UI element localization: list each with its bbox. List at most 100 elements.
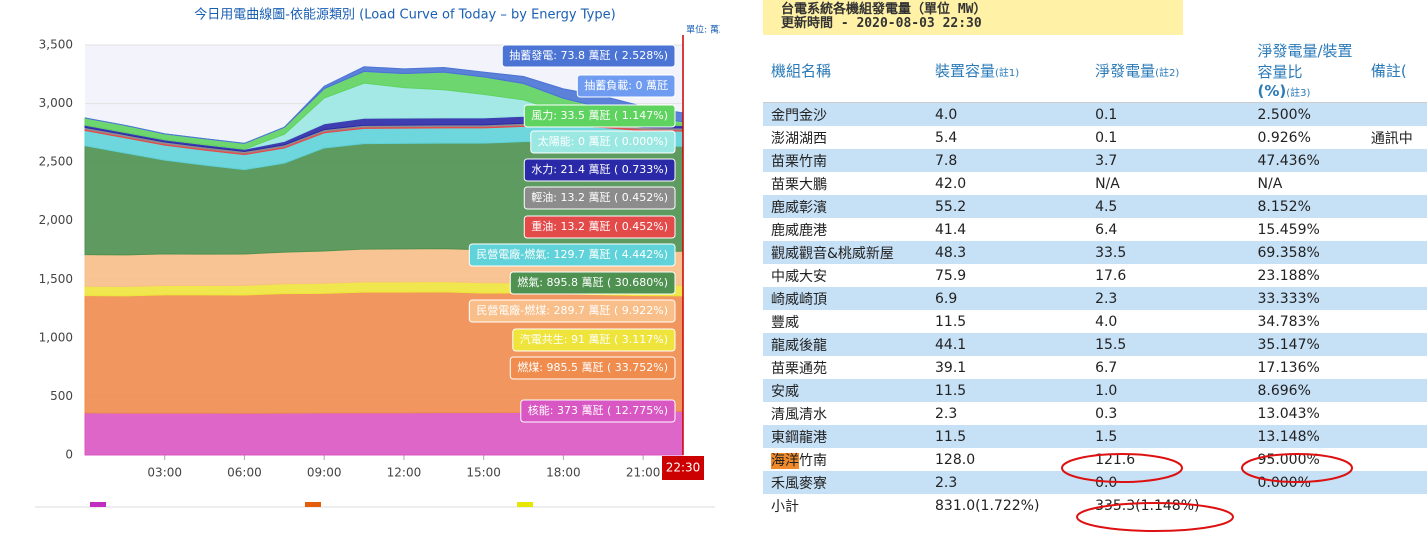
value-label-box xyxy=(468,243,676,267)
table-cell: 39.1 xyxy=(935,359,967,376)
table-cell: 苗栗大鵬 xyxy=(771,176,827,193)
value-label-box xyxy=(523,104,676,128)
table-cell: 35.147% xyxy=(1249,333,1363,356)
y-tick-label: 0 xyxy=(65,448,73,462)
y-tick-label: 3,000 xyxy=(39,96,73,110)
table-cell: 2.500% xyxy=(1249,102,1363,126)
table-cell: 8.152% xyxy=(1249,195,1363,218)
table-cell: 128.0 xyxy=(935,451,976,468)
table-cell: 3.7 xyxy=(1087,149,1250,172)
value-label: 燃氣: 895.8 萬瓩 ( 30.680%) xyxy=(517,275,668,289)
table-cell: 豐威 xyxy=(771,314,799,331)
table-cell: 15.5 xyxy=(1087,333,1250,356)
column-title: 淨發電量/裝置容量比 xyxy=(1257,42,1353,81)
table-cell: 中威大安 xyxy=(771,268,827,285)
table-cell: 鹿威彰濱 xyxy=(763,195,928,218)
table-cell: 335.3(1.148%) xyxy=(1095,497,1200,514)
table-cell xyxy=(1362,241,1427,264)
table-cell: 41.4 xyxy=(935,221,967,238)
value-label-box xyxy=(523,215,676,239)
table-row: 東鋼龍港 11.5 1.5 13.148% xyxy=(763,425,1427,448)
value-label: 抽蓄發電: 73.8 萬瓩 ( 2.528%) xyxy=(509,48,668,62)
table-cell: 55.2 xyxy=(927,195,1088,218)
table-cell: 17.136% xyxy=(1257,359,1320,376)
table-cell: 17.6 xyxy=(1095,267,1127,284)
table-row: 苗栗通苑 39.1 6.7 17.136% xyxy=(763,356,1427,379)
table-cell: 831.0(1.722%) xyxy=(935,497,1040,514)
table-cell xyxy=(1362,287,1427,310)
x-tick-label: 12:00 xyxy=(387,466,422,480)
chart-title: 今日用電曲線圖-依能源類別 (Load Curve of Today – by … xyxy=(194,7,615,23)
table-cell: 13.043% xyxy=(1257,405,1320,422)
value-label-box xyxy=(523,158,676,182)
table-cell: 8.696% xyxy=(1249,379,1363,402)
column-title: 備註( xyxy=(1370,61,1407,80)
table-row: 崎威崎頂 6.9 2.3 33.333% xyxy=(763,287,1427,310)
legend-swatch xyxy=(90,502,106,507)
table-cell: 小計 xyxy=(771,498,799,515)
value-label-box xyxy=(512,328,676,352)
table-cell: 33.5 xyxy=(1087,241,1250,264)
value-label-box xyxy=(520,399,676,423)
value-label-box xyxy=(501,44,676,68)
table-title-box: 台電系統各機組發電量（單位 MW） 更新時間 - 2020-08-03 22:3… xyxy=(763,0,1183,35)
table-cell: 23.188% xyxy=(1257,267,1320,284)
table-cell: 澎湖湖西 xyxy=(771,130,827,147)
value-label-box xyxy=(509,356,676,380)
table-cell xyxy=(1362,379,1427,402)
table-cell: 鹿威鹿港 xyxy=(771,222,827,239)
column-note: (註2) xyxy=(1155,67,1180,79)
value-label: 民營電廠-燃煤: 289.7 萬瓩 ( 9.922%) xyxy=(476,303,668,317)
table-cell: 苗栗竹南 xyxy=(763,149,928,172)
chart: 今日用電曲線圖-依能源類別 (Load Curve of Today – by … xyxy=(35,6,720,508)
table-cell: 44.1 xyxy=(927,333,1088,356)
x-tick-label: 03:00 xyxy=(147,466,182,480)
value-label-box xyxy=(576,74,676,98)
table-cell: 5.4 xyxy=(935,129,958,146)
y-tick-label: 1,500 xyxy=(39,272,73,286)
table-row: 豐威 11.5 4.0 34.783% xyxy=(763,310,1427,333)
updated-time: 更新時間 - 2020-08-03 22:30 xyxy=(781,16,982,31)
table-cell: 11.5 xyxy=(927,379,1088,402)
highlight-ellipse xyxy=(1061,453,1183,483)
table-row: 小計 831.0(1.722%) 335.3(1.148%) xyxy=(763,494,1427,517)
table-cell: 7.8 xyxy=(927,149,1088,172)
table-row: 龍威後龍 44.1 15.5 35.147% xyxy=(763,333,1427,356)
table-cell: 1.5 xyxy=(1087,425,1250,448)
table-cell: 6.9 xyxy=(927,287,1088,310)
table-cell: 42.0 xyxy=(935,175,967,192)
table-cell: 15.459% xyxy=(1257,221,1320,238)
table-cell: 2.3 xyxy=(927,471,1088,494)
table-cell: 47.436% xyxy=(1249,149,1363,172)
cell-text: 竹南 xyxy=(799,452,827,469)
table-panel: 機組名稱 裝置容量(註1) 淨發電量(註2) 淨發電量/裝置容量比 (%)(註3) 備註(… xyxy=(760,0,1427,535)
table-cell: 4.5 xyxy=(1087,195,1250,218)
y-tick-label: 2,000 xyxy=(39,213,73,227)
table-row: 苗栗大鵬 42.0 N/A N/A xyxy=(763,172,1427,195)
table-cell: 東鋼龍港 xyxy=(763,425,928,448)
value-label: 輕油: 13.2 萬瓩 ( 0.452%) xyxy=(531,190,668,204)
table-cell: 金門金沙 xyxy=(763,102,928,126)
table-row: 金門金沙 4.0 0.1 2.500% xyxy=(763,102,1427,126)
table-cell: 通訊中 xyxy=(1370,130,1413,147)
cursor-label: 22:30 xyxy=(666,461,701,475)
table-cell xyxy=(1362,471,1427,494)
x-tick-label: 15:00 xyxy=(466,466,501,480)
table-row: 鹿威鹿港 41.4 6.4 15.459% xyxy=(763,218,1427,241)
table-row: 苗栗竹南 7.8 3.7 47.436% xyxy=(763,149,1427,172)
table-cell xyxy=(1362,333,1427,356)
table-cell: 苗栗通苑 xyxy=(771,360,827,377)
highlighted-text: 海洋 xyxy=(771,452,799,469)
table-cell xyxy=(1362,149,1427,172)
table-cell: 龍威後龍 xyxy=(763,333,928,356)
value-label: 核能: 373 萬瓩 ( 12.775%) xyxy=(528,403,668,417)
table-title: 台電系統各機組發電量（單位 MW） xyxy=(781,2,987,17)
highlight-ellipse xyxy=(1241,453,1353,483)
table-cell xyxy=(1362,102,1427,126)
table-cell: 0.0 xyxy=(1087,471,1250,494)
table-row: 觀威觀音&桃威新屋 48.3 33.5 69.358% xyxy=(763,241,1427,264)
y-tick-label: 500 xyxy=(50,389,73,403)
column-header: 備註( xyxy=(1362,38,1427,103)
value-label: 太陽能: 0 萬瓩 ( 0.000%) xyxy=(538,134,668,148)
